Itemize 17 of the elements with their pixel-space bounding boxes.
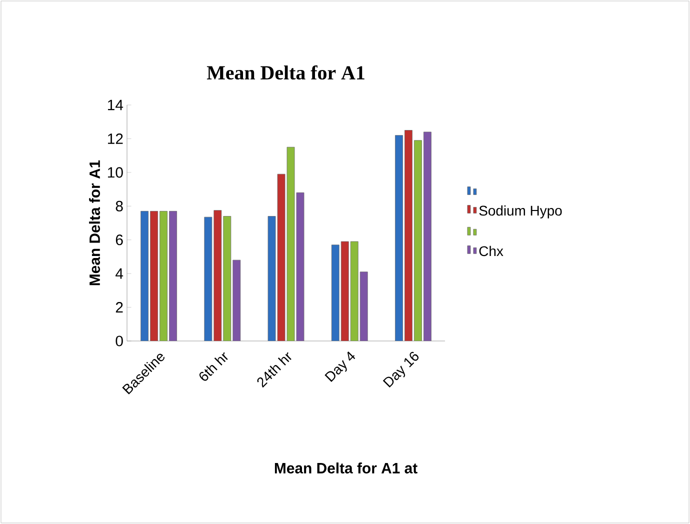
x-tick-label: Day 4	[324, 351, 356, 382]
y-tick-label: 6	[116, 234, 123, 246]
y-tick-label: 14	[108, 100, 124, 110]
legend-label: Chx	[479, 246, 504, 256]
x-tick-label: Day 16	[382, 352, 419, 388]
y-tick-label: 0	[116, 336, 123, 346]
y-tick-label: 8	[116, 200, 123, 212]
y-tick-label: 10	[108, 167, 123, 178]
x-tick-label: 6th hr	[199, 352, 228, 381]
x-axis-title: Mean Delta for A1 at	[274, 462, 418, 474]
y-axis-title: Mean Delta for A1	[89, 160, 100, 286]
legend-label: Sodium Hypo	[479, 205, 562, 218]
y-tick-label: 12	[108, 133, 123, 144]
chart-title: Mean Delta for A1	[206, 65, 364, 80]
y-tick-label: 2	[116, 302, 123, 312]
y-tick-label: 4	[116, 268, 124, 279]
x-tick-label: 24th hr	[257, 352, 292, 388]
